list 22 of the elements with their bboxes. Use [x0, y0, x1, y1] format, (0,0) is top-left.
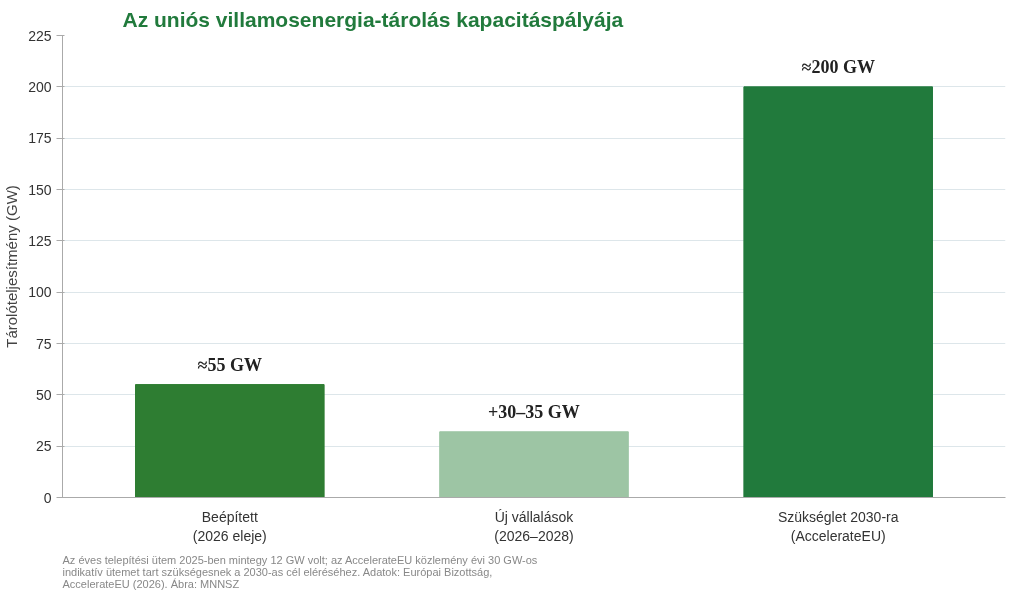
data-label: +30–35 GW [488, 401, 580, 422]
y-tick-label: 50 [35, 386, 52, 403]
y-tick-label: 125 [28, 232, 52, 249]
bar [743, 86, 933, 498]
chart-title: Az uniós villamosenergia-tárolás kapacitáspályája [122, 7, 624, 31]
y-tick-label: 175 [28, 130, 52, 147]
bar [439, 431, 629, 498]
y-tick-label: 150 [28, 181, 52, 198]
text: Az éves telepítési ütem 2025-ben mintegy 12 GW volt; az AccelerateEU közlemény évi 30 GW-os indikatív ütemet tart szükségesnek a 2030-as cél eléréséhez. Adatok: Európai Bizottság, AccelerateEU (2026). Ábra: MNNSZ [62, 553, 538, 590]
y-tick-label: 225 [28, 27, 52, 44]
data-label: ≈200 GW [801, 56, 875, 77]
y-tick-label: 0 [43, 489, 52, 506]
x-tick-label: Beépített (2026 eleje) [192, 508, 267, 544]
x-tick-label: Új vállalások (2026–2028) [494, 508, 575, 544]
y-axis-title: Tárolóteljesítmény (GW) [3, 185, 21, 348]
y-tick-label: 100 [28, 284, 52, 301]
y-tick-label: 25 [35, 438, 52, 455]
x-tick-label: Szükséglet 2030-ra (AccelerateEU) [777, 508, 899, 544]
y-tick-label: 200 [28, 78, 52, 95]
data-label: ≈55 GW [197, 354, 263, 375]
bar [135, 384, 325, 498]
y-tick-label: 75 [35, 335, 52, 352]
